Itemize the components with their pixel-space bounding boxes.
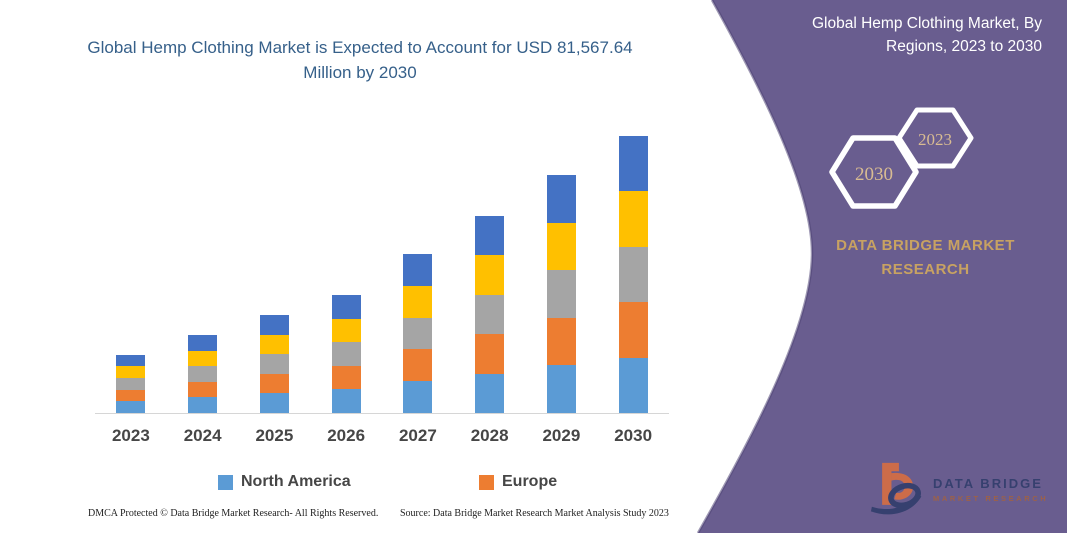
x-axis-line <box>95 413 669 414</box>
x-axis-label-2030: 2030 <box>614 426 653 445</box>
bar-segment-2025-europe <box>259 373 289 394</box>
bar-segment-2029-unlabeled-yellow-region <box>546 222 576 271</box>
bar-segment-2028-europe <box>475 334 505 374</box>
bar-segment-2026-unlabeled-yellow-region <box>331 318 361 343</box>
x-axis-label-2023: 2023 <box>111 426 150 445</box>
bar-segment-2024-unlabeled-darkblue-region <box>188 335 218 351</box>
dbmr-logo-text: DATA BRIDGE MARKET RESEARCH <box>933 476 1048 503</box>
x-axis-label-2027: 2027 <box>398 426 437 445</box>
bar-segment-2026-unlabeled-gray-region <box>331 342 361 366</box>
legend-swatch-europe <box>479 474 494 490</box>
bar-segment-2025-unlabeled-yellow-region <box>259 334 289 355</box>
legend: North America Europe <box>0 473 680 495</box>
hexagon-2023-label: 2023 <box>918 130 952 149</box>
bar-column-2025 <box>239 136 311 413</box>
bar-stack-2027 <box>403 253 433 413</box>
dmca-notice: DMCA Protected © Data Bridge Market Rese… <box>88 508 379 519</box>
bar-segment-2029-unlabeled-gray-region <box>546 270 576 318</box>
bar-segment-2026-north-america <box>331 389 361 413</box>
dbmr-logo-subtitle: MARKET RESEARCH <box>933 493 1049 503</box>
bar-segment-2028-north-america <box>475 373 505 413</box>
bar-stack-2030 <box>618 136 648 413</box>
bar-segment-2023-north-america <box>116 401 146 413</box>
bar-segment-2030-north-america <box>618 357 648 413</box>
bar-segment-2027-europe <box>403 349 433 382</box>
x-axis-label-2025: 2025 <box>255 426 294 445</box>
hexagon-2023: 2023 <box>896 107 974 169</box>
x-axis-label-2026: 2026 <box>327 426 366 445</box>
bar-segment-2024-north-america <box>188 397 218 413</box>
bar-segment-2027-unlabeled-darkblue-region <box>403 253 433 286</box>
bar-segment-2030-unlabeled-gray-region <box>618 246 648 303</box>
plot-area <box>95 136 669 413</box>
bar-segment-2027-north-america <box>403 381 433 413</box>
bar-segment-2023-europe <box>116 389 146 402</box>
bar-segment-2024-unlabeled-yellow-region <box>188 350 218 367</box>
x-axis-label-2029: 2029 <box>542 426 581 445</box>
x-axis-label-2024: 2024 <box>183 426 222 445</box>
bar-segment-2030-europe <box>618 302 648 358</box>
bar-column-2023 <box>95 136 167 413</box>
bar-column-2026 <box>310 136 382 413</box>
bar-column-2030 <box>597 136 669 413</box>
bar-segment-2025-unlabeled-gray-region <box>259 354 289 374</box>
bar-segment-2027-unlabeled-gray-region <box>403 317 433 350</box>
bar-stack-2028 <box>475 215 505 413</box>
bar-column-2027 <box>382 136 454 413</box>
legend-swatch-north-america <box>218 474 233 490</box>
bar-segment-2025-north-america <box>259 393 289 413</box>
bar-segment-2030-unlabeled-yellow-region <box>618 191 648 247</box>
bar-segment-2027-unlabeled-yellow-region <box>403 285 433 318</box>
legend-label-europe: Europe <box>502 473 558 490</box>
hexagon-2030: 2030 <box>829 135 919 209</box>
hexagon-badges: 2023 2030 <box>829 107 974 209</box>
bar-stack-2025 <box>259 315 289 413</box>
bar-column-2028 <box>454 136 526 413</box>
chart-title: Global Hemp Clothing Market is Expected … <box>87 38 633 82</box>
bar-segment-2028-unlabeled-darkblue-region <box>475 215 505 256</box>
bar-column-2024 <box>167 136 239 413</box>
bar-stack-2026 <box>331 295 361 413</box>
dbmr-logo: DATA BRIDGE MARKET RESEARCH <box>870 458 1048 520</box>
bar-segment-2029-unlabeled-darkblue-region <box>546 175 576 223</box>
bar-segment-2026-europe <box>331 365 361 390</box>
bar-stack-2023 <box>116 354 146 413</box>
dbmr-logo-name: DATA BRIDGE <box>933 475 1043 491</box>
bar-segment-2023-unlabeled-darkblue-region <box>116 354 146 367</box>
bar-stack-2029 <box>546 175 576 413</box>
source-note: Source: Data Bridge Market Research Mark… <box>400 508 669 519</box>
panel-title: Global Hemp Clothing Market, By Regions,… <box>811 15 1042 56</box>
legend-item-north-america: North America <box>218 473 351 491</box>
bar-stack-2024 <box>188 335 218 413</box>
legend-item-europe: Europe <box>479 473 557 491</box>
bar-segment-2024-europe <box>188 381 218 398</box>
bar-segment-2023-unlabeled-gray-region <box>116 377 146 390</box>
bar-column-2029 <box>526 136 598 413</box>
x-axis-labels: 2023 2024 2025 2026 2027 2028 2029 2030 <box>95 426 669 446</box>
bar-segment-2026-unlabeled-darkblue-region <box>331 295 361 319</box>
hexagon-2030-label: 2030 <box>855 164 893 185</box>
dbmr-logo-icon <box>870 462 922 515</box>
legend-label-north-america: North America <box>241 473 351 490</box>
bar-segment-2023-unlabeled-yellow-region <box>116 366 146 378</box>
bar-segment-2024-unlabeled-gray-region <box>188 366 218 382</box>
bar-segment-2028-unlabeled-yellow-region <box>475 255 505 295</box>
bar-segment-2029-europe <box>546 317 576 366</box>
bar-segment-2025-unlabeled-darkblue-region <box>259 315 289 335</box>
bar-segment-2028-unlabeled-gray-region <box>475 294 505 335</box>
dbmr-heading: DATA BRIDGE MARKET RESEARCH <box>836 237 1015 278</box>
bar-segment-2030-unlabeled-darkblue-region <box>618 136 648 192</box>
x-axis-label-2028: 2028 <box>470 426 509 445</box>
bar-segment-2029-north-america <box>546 365 576 413</box>
